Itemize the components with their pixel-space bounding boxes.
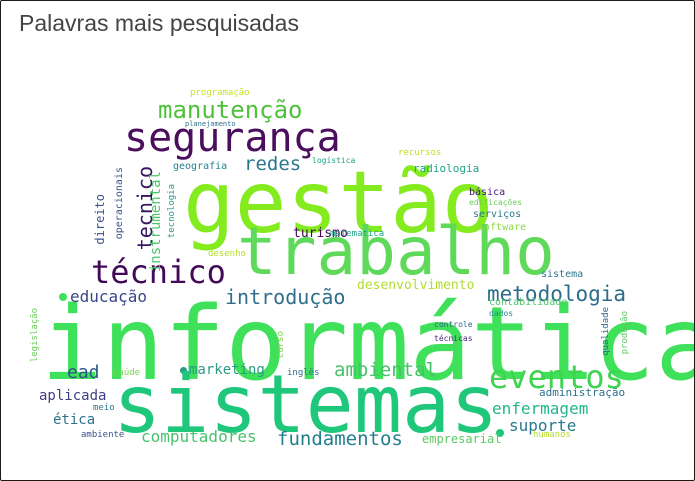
cloud-word: empresarial (422, 432, 502, 446)
cloud-word: redes (244, 153, 302, 175)
cloud-word: legislação (30, 308, 40, 363)
cloud-word: marketing (189, 362, 265, 378)
cloud-word: metodologia (487, 282, 627, 306)
cloud-word: radiologia (413, 162, 480, 175)
cloud-dot (59, 293, 67, 301)
cloud-word: operacionais (114, 167, 125, 240)
cloud-word: ambiental (334, 359, 437, 381)
cloud-word: desenho (208, 249, 246, 259)
cloud-word: programação (190, 88, 250, 98)
cloud-word: humanos (533, 430, 571, 440)
cloud-word: meio (93, 403, 115, 413)
cloud-word: básica (469, 187, 506, 198)
cloud-word: planejamento (185, 120, 236, 128)
cloud-word: computadores (141, 427, 257, 446)
cloud-word: turismo (293, 226, 348, 241)
cloud-word: enfermagem (492, 399, 589, 418)
cloud-word: recursos (398, 148, 442, 158)
cloud-word: dados (489, 309, 514, 318)
cloud-word: técnicas (434, 334, 473, 343)
cloud-word: tecnologia (167, 184, 177, 239)
cloud-word: suporte (509, 416, 577, 435)
cloud-word: fundamentos (277, 428, 403, 450)
cloud-word: direito (93, 194, 107, 245)
cloud-word: logística (312, 156, 356, 165)
cloud-dot (180, 367, 187, 374)
cloud-word: gestão (183, 153, 494, 253)
panel-title: Palavras mais pesquisadas (19, 10, 299, 36)
cloud-word: saúde (113, 368, 141, 378)
cloud-word: educação (70, 287, 148, 306)
cloud-word: software (478, 222, 527, 233)
cloud-word: inglês (287, 368, 320, 378)
cloud-word: ead (67, 362, 100, 383)
cloud-word: produção (620, 311, 630, 355)
cloud-word: trabalho (237, 213, 555, 290)
cloud-word: informática (41, 285, 695, 404)
cloud-word: sistema (541, 269, 584, 280)
cloud-word: edificações (469, 198, 522, 207)
cloud-word: matematica (330, 229, 385, 239)
cloud-word: serviços (473, 209, 522, 220)
cloud-word: desenvolvimento (357, 278, 475, 293)
cloud-word: aplicada (39, 388, 107, 404)
cloud-word: ambiente (81, 430, 125, 440)
cloud-word: qualidade (601, 307, 611, 356)
cloud-word: contabilidade (489, 297, 568, 308)
cloud-word: curso (276, 331, 286, 359)
cloud-word: instrumental (148, 171, 164, 273)
cloud-word: eventos (489, 358, 624, 396)
cloud-word: segurança (124, 115, 341, 161)
cloud-word: introdução (225, 285, 346, 309)
cloud-word: técnico (91, 253, 226, 291)
cloud-word: administração (539, 386, 626, 399)
cloud-word: geografia (173, 161, 228, 172)
cloud-word: ética (53, 412, 96, 428)
cloud-word: manutenção (158, 96, 303, 124)
cloud-dot (496, 429, 504, 437)
cloud-word: sistemas (113, 358, 499, 451)
cloud-word: controle (434, 320, 473, 329)
